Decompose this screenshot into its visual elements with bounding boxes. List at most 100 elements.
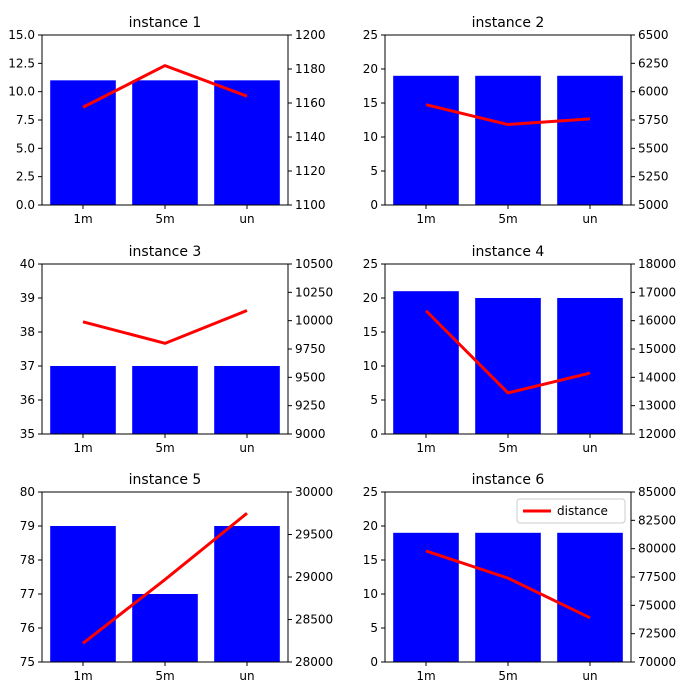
- right-tick-label: 1120: [295, 164, 326, 178]
- left-tick-label: 78: [20, 553, 35, 567]
- panel-5: 75 76 77 78 79 80 28000 28500 29000 29500 30000 1m 5…: [20, 472, 333, 683]
- distance-line: [82, 64, 248, 109]
- distance-line: [424, 309, 591, 395]
- right-tick-label: 70000: [638, 655, 676, 669]
- panel-3: 35 36 37 38 39 40 9000 9250 9500 9750 10000 10250 10…: [20, 244, 333, 455]
- x-tick-label: 5m: [498, 212, 517, 226]
- right-tick-label: 5500: [638, 141, 669, 155]
- left-tick-label: 75: [20, 655, 35, 669]
- panel-title: instance 5: [129, 472, 202, 488]
- x-tick-label: 1m: [73, 669, 92, 683]
- right-tick-label: 12000: [638, 427, 676, 441]
- right-tick-label: 82500: [638, 513, 676, 527]
- left-tick-label: 5.0: [16, 141, 35, 155]
- bar-un: [214, 526, 280, 662]
- bar-5m: [132, 80, 198, 205]
- right-tick-label: 9250: [295, 399, 326, 413]
- left-tick-label: 5: [370, 621, 378, 635]
- x-tick-label: 5m: [155, 441, 174, 455]
- left-tick-label: 12.5: [8, 56, 35, 70]
- left-tick-label: 20: [363, 519, 378, 533]
- x-tick-label: 5m: [498, 669, 517, 683]
- right-tick-label: 6000: [638, 85, 669, 99]
- panel-title: instance 6: [472, 472, 545, 488]
- x-tick-label: un: [239, 212, 254, 226]
- panel-1: 0.0 2.5 5.0 7.5 10.0 12.5 15.0 1100 1120 1140 1160…: [8, 15, 325, 226]
- bar-un: [557, 75, 623, 205]
- right-tick-label: 9500: [295, 370, 326, 384]
- bar-un: [557, 298, 623, 434]
- legend-label: distance: [557, 504, 608, 518]
- bar-un: [557, 532, 623, 662]
- x-tick-label: 1m: [416, 669, 435, 683]
- right-tick-label: 77500: [638, 570, 676, 584]
- left-tick-label: 38: [20, 325, 35, 339]
- left-tick-label: 5: [370, 393, 378, 407]
- right-tick-label: 29500: [295, 528, 333, 542]
- x-tick-label: 1m: [416, 212, 435, 226]
- left-tick-label: 5: [370, 164, 378, 178]
- right-tick-label: 28000: [295, 655, 333, 669]
- left-tick-label: 20: [363, 291, 378, 305]
- left-tick-label: 39: [20, 291, 35, 305]
- bar-1m: [50, 526, 116, 662]
- left-tick-label: 25: [363, 28, 378, 42]
- bar-1m: [50, 80, 116, 205]
- left-tick-label: 15.0: [8, 28, 35, 42]
- left-tick-label: 35: [20, 427, 35, 441]
- right-tick-label: 28500: [295, 613, 333, 627]
- right-tick-label: 1180: [295, 62, 326, 76]
- left-tick-label: 15: [363, 553, 378, 567]
- distance-line: [425, 103, 591, 127]
- panel-4: 0 5 10 15 20 25 12000 13000 14000 15000 16000 17000…: [363, 244, 676, 455]
- right-tick-label: 5250: [638, 170, 669, 184]
- right-tick-label: 9000: [295, 427, 326, 441]
- right-tick-label: 5750: [638, 113, 669, 127]
- right-tick-label: 16000: [638, 314, 676, 328]
- bar-5m: [132, 366, 198, 434]
- left-tick-label: 2.5: [16, 170, 35, 184]
- bar-1m: [393, 291, 459, 434]
- bar-5m: [475, 298, 541, 434]
- bar-1m: [393, 532, 459, 662]
- right-tick-label: 80000: [638, 542, 676, 556]
- bar-1m: [393, 75, 459, 205]
- x-tick-label: un: [239, 441, 254, 455]
- left-tick-label: 7.5: [16, 113, 35, 127]
- right-tick-label: 13000: [638, 399, 676, 413]
- panel-title: instance 4: [472, 244, 545, 260]
- left-tick-label: 15: [363, 96, 378, 110]
- left-tick-label: 36: [20, 393, 35, 407]
- legend-box: [516, 498, 626, 524]
- right-tick-label: 5000: [638, 198, 669, 212]
- left-tick-label: 0: [370, 427, 378, 441]
- left-tick-label: 10: [363, 130, 378, 144]
- right-tick-label: 29000: [295, 570, 333, 584]
- right-tick-label: 1100: [295, 198, 326, 212]
- x-tick-label: 1m: [416, 441, 435, 455]
- x-tick-label: 5m: [498, 441, 517, 455]
- left-tick-label: 25: [363, 485, 378, 499]
- right-tick-label: 10250: [295, 285, 333, 299]
- distance-line: [425, 549, 591, 620]
- x-tick-label: 1m: [73, 441, 92, 455]
- left-tick-label: 10: [363, 359, 378, 373]
- distance-line: [82, 512, 248, 645]
- left-tick-label: 77: [20, 587, 35, 601]
- x-tick-label: 5m: [155, 212, 174, 226]
- right-tick-label: 10000: [295, 314, 333, 328]
- panel-title: instance 1: [129, 15, 202, 31]
- bar-un: [214, 80, 280, 205]
- left-tick-label: 15: [363, 325, 378, 339]
- left-tick-label: 25: [363, 257, 378, 271]
- right-tick-label: 1200: [295, 28, 326, 42]
- right-tick-label: 18000: [638, 257, 676, 271]
- x-tick-label: un: [239, 669, 254, 683]
- right-tick-label: 10500: [295, 257, 333, 271]
- left-tick-label: 10.0: [8, 85, 35, 99]
- right-tick-label: 75000: [638, 598, 676, 612]
- left-tick-label: 40: [20, 257, 35, 271]
- right-tick-label: 85000: [638, 485, 676, 499]
- left-tick-label: 37: [20, 359, 35, 373]
- left-tick-label: 20: [363, 62, 378, 76]
